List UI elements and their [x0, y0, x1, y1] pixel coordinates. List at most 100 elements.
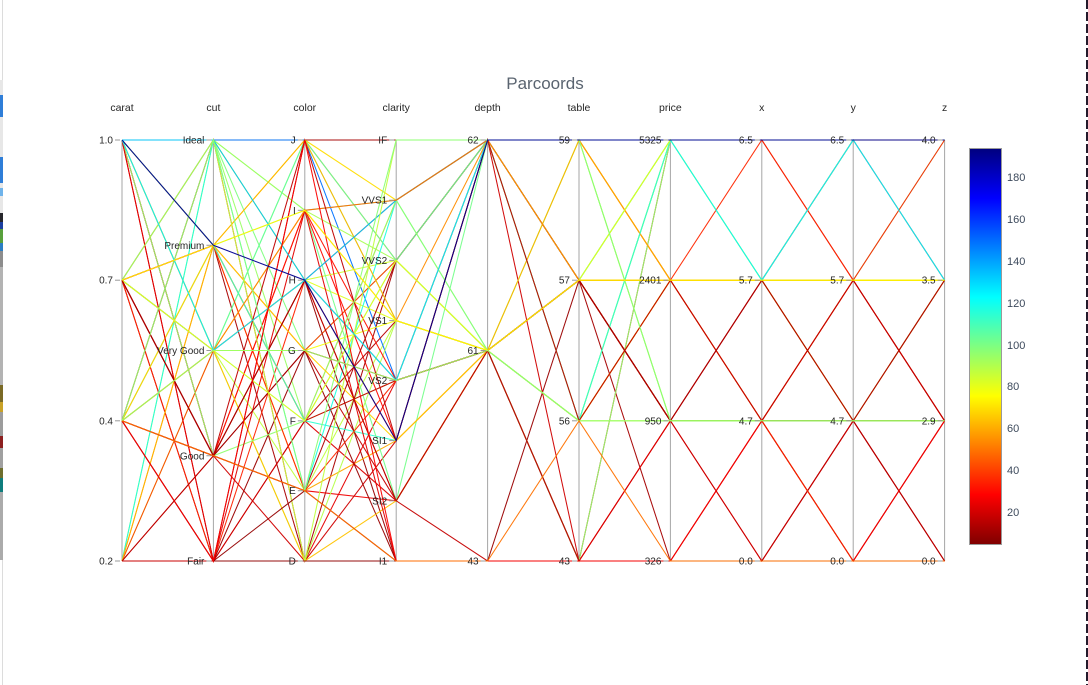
tick-label: 950: [645, 416, 662, 427]
axis-title-x[interactable]: x: [759, 102, 765, 114]
colorbar-tick-label: 160: [1007, 214, 1026, 227]
pc-line: [121, 138, 945, 442]
window-sliver-fragment: [0, 412, 3, 436]
window-sliver-fragment: [0, 251, 3, 267]
window-sliver-fragment: [0, 243, 3, 251]
axis-title-table[interactable]: table: [568, 102, 591, 114]
tick-label: 2.9: [922, 416, 936, 427]
tick-label: 4.7: [830, 416, 844, 427]
tick-label: J: [291, 136, 296, 147]
colorbar-tick-label: 40: [1007, 464, 1020, 477]
colorbar-tick-label: 120: [1007, 297, 1026, 310]
tick-label: 0.7: [99, 276, 113, 287]
window-sliver-fragment: [0, 385, 3, 402]
labels-layer: carat 1.0 0.7 0.4 0.2 cut Ideal Premium Very Goo…: [99, 102, 947, 568]
pc-line: [121, 138, 945, 458]
tick-label: Premium: [164, 241, 204, 252]
tick-label: I1: [379, 557, 388, 568]
window-sliver-fragment: [0, 229, 3, 243]
pc-line: [121, 138, 946, 503]
window-sliver-fragment: [0, 402, 3, 412]
chart-title: Parcoords: [506, 74, 584, 93]
window-sliver-fragment: [0, 157, 3, 183]
window-sliver-fragment: [0, 188, 3, 196]
right-screen-edge: [1086, 0, 1088, 685]
colorbar-tick-label: 180: [1007, 172, 1026, 185]
axis-title-color[interactable]: color: [293, 102, 316, 114]
tick-label: G: [288, 346, 296, 357]
pc-line: [121, 139, 946, 457]
tick-label: 0.4: [99, 416, 113, 427]
tick-label: 0.0: [922, 557, 936, 568]
tick-label: 5.7: [830, 276, 844, 287]
tick-label: 4.0: [922, 136, 936, 147]
colorbar-tick-label: 100: [1007, 339, 1026, 352]
tick-label: SI1: [372, 436, 387, 447]
tick-label: D: [289, 557, 296, 568]
axis-title-z[interactable]: z: [942, 102, 947, 114]
tick-label: 0.0: [830, 557, 844, 568]
tick-label: 2401: [639, 276, 662, 287]
axis-title-clarity[interactable]: clarity: [382, 102, 410, 114]
pc-line: [121, 139, 945, 442]
window-sliver-fragment: [0, 222, 3, 229]
axis-title-depth[interactable]: depth: [474, 102, 500, 114]
tick-label: IF: [378, 136, 387, 147]
pc-line: [121, 349, 945, 422]
window-sliver-fragment: [0, 436, 3, 448]
tick-label: 4.7: [739, 416, 753, 427]
axis-title-carat[interactable]: carat: [110, 102, 133, 114]
tick-label: 0.0: [739, 557, 753, 568]
tick-label: 61: [467, 346, 479, 357]
window-sliver-fragment: [0, 267, 3, 385]
tick-label: 43: [467, 557, 479, 568]
pc-line: [121, 209, 945, 352]
lines-layer: [121, 137, 946, 564]
tick-label: 6.5: [739, 136, 753, 147]
tick-label: I: [293, 206, 296, 217]
tick-label: VVS2: [362, 256, 388, 267]
tick-label: 0.2: [99, 557, 113, 568]
axis-title-cut[interactable]: cut: [206, 102, 220, 114]
tick-label: 59: [559, 136, 571, 147]
tick-label: SI2: [372, 496, 387, 507]
left-window-sliver: [0, 0, 3, 685]
window-sliver-fragment: [0, 492, 3, 560]
tick-label: 326: [645, 557, 662, 568]
window-sliver-fragment: [0, 213, 3, 222]
tick-label: Very Good: [157, 346, 204, 357]
tick-label: 5325: [639, 136, 662, 147]
colorbar-tick-label: 60: [1007, 423, 1020, 436]
tick-label: 5.7: [739, 276, 753, 287]
colorbar-tick-labels: 20 40 60 80 100 120 140 160 180: [1007, 0, 1047, 685]
tick-label: VS2: [368, 376, 387, 387]
colorbar-gradient: [969, 148, 1002, 545]
tick-label: 43: [559, 557, 571, 568]
tick-label: 62: [467, 136, 479, 147]
tick-label: 57: [559, 276, 571, 287]
tick-label: 56: [559, 416, 571, 427]
window-sliver-fragment: [0, 80, 3, 213]
colorbar-tick-label: 20: [1007, 506, 1020, 519]
tick-label: Good: [180, 451, 204, 462]
tick-label: VS1: [368, 316, 387, 327]
tick-label: H: [289, 276, 296, 287]
pc-line: [121, 138, 946, 457]
tick-label: F: [290, 416, 296, 427]
axis-title-y[interactable]: y: [851, 102, 857, 114]
tick-label: VVS1: [362, 196, 388, 207]
pc-line: [121, 419, 945, 562]
tick-label: E: [289, 486, 296, 497]
tick-label: 3.5: [922, 276, 936, 287]
window-sliver-fragment: [0, 95, 3, 117]
tick-label: 1.0: [99, 136, 113, 147]
window-sliver-fragment: [0, 478, 3, 492]
window-sliver-fragment: [0, 468, 3, 478]
colorbar-tick-label: 80: [1007, 381, 1020, 394]
tick-label: Fair: [187, 557, 205, 568]
tick-label: 6.5: [830, 136, 844, 147]
window-sliver-fragment: [0, 448, 3, 468]
axis-title-price[interactable]: price: [659, 102, 682, 114]
tick-label: Ideal: [183, 136, 205, 147]
